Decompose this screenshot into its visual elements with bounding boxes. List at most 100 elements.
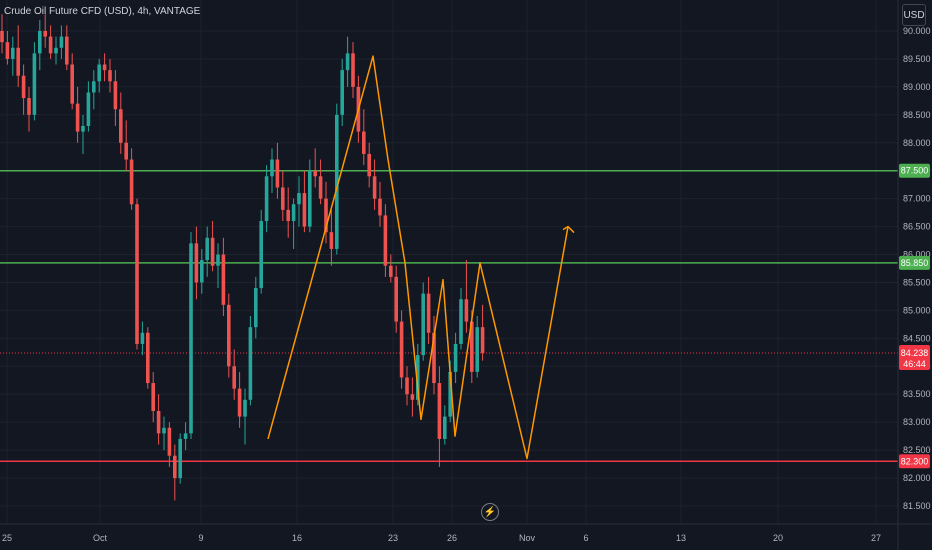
price-tick-label: 88.000: [903, 138, 931, 148]
candle-body: [70, 64, 74, 104]
candle-body: [416, 355, 420, 400]
zigzag-path: [267, 55, 569, 460]
candle-body: [248, 327, 253, 400]
candle-body: [32, 53, 37, 115]
candle-body: [221, 254, 226, 305]
candle-body: [324, 198, 328, 233]
time-tick-label: 27: [871, 533, 881, 543]
candle-body: [38, 31, 42, 54]
candle-body: [124, 142, 128, 160]
candle-body: [340, 70, 344, 115]
candle-body: [291, 204, 296, 221]
time-tick-label: 9: [198, 533, 203, 543]
lightning-icon[interactable]: ⚡: [481, 503, 499, 521]
price-tick-label: 83.000: [903, 417, 931, 427]
candle-body: [97, 64, 101, 82]
price-tick-label: 90.000: [903, 26, 931, 36]
candle-body: [480, 327, 485, 353]
candle-body: [173, 455, 177, 479]
candle-body: [86, 92, 91, 126]
candle-body: [205, 237, 209, 261]
chart-grid: [0, 0, 898, 524]
candle-body: [178, 438, 182, 479]
price-tick-label: 86.000: [903, 250, 931, 260]
price-tick-label: 82.500: [903, 445, 931, 455]
time-tick-label: 13: [676, 533, 686, 543]
candle-body: [410, 394, 415, 400]
candle-body: [92, 81, 96, 93]
candle-body: [345, 53, 350, 71]
candle-body: [275, 159, 280, 188]
level-badge: [899, 163, 930, 178]
candle-body: [329, 232, 334, 249]
price-tick-label: 89.000: [903, 82, 931, 92]
candle-body: [129, 159, 134, 205]
candle-body: [21, 75, 26, 99]
time-axis[interactable]: 25 Oct 9 16 23 26 Nov 6 13 20 27: [0, 523, 932, 543]
candle-body: [372, 176, 377, 199]
candle-body: [135, 204, 139, 344]
candle-body: [216, 254, 220, 266]
time-tick-label: 20: [773, 533, 783, 543]
time-tick-label: Oct: [93, 533, 108, 543]
candle-body: [140, 332, 145, 344]
projection-path[interactable]: [267, 55, 575, 460]
candle-body: [389, 265, 393, 277]
price-tick-label: 83.500: [903, 389, 931, 399]
candle-body: [270, 159, 274, 177]
time-tick-label: 26: [447, 533, 457, 543]
level-badge-label: 85.850: [901, 258, 929, 268]
candle-body: [5, 42, 10, 59]
level-badge-label: 82.300: [901, 456, 929, 466]
candle-body: [200, 260, 204, 283]
price-tick-label: 84.500: [903, 333, 931, 343]
price-tick-label: 81.500: [903, 501, 931, 511]
candle-body: [27, 98, 31, 115]
candle-body: [183, 433, 188, 439]
time-tick-label: 25: [2, 533, 12, 543]
candle-body: [48, 36, 53, 54]
candle-body: [367, 153, 371, 177]
candle-body: [313, 170, 317, 177]
level-badge-label: 87.500: [901, 166, 929, 176]
candle-body: [351, 53, 355, 87]
price-tick-label: 82.000: [903, 473, 931, 483]
candle-body: [151, 383, 155, 411]
candle-body: [146, 332, 150, 384]
candle-body: [335, 114, 339, 249]
candle-body: [475, 327, 479, 372]
candle-body: [0, 31, 4, 43]
candle-body: [259, 221, 263, 289]
time-tick-label: 23: [388, 533, 398, 543]
candle-body: [167, 427, 172, 456]
countdown-label: 46:44: [903, 359, 926, 369]
candle-body: [54, 47, 58, 54]
candle-body: [16, 47, 20, 76]
current-price-badge: [899, 344, 930, 370]
candle-body: [162, 427, 166, 434]
candle-body: [254, 288, 258, 328]
time-tick-label: 6: [583, 533, 588, 543]
candle-body: [156, 411, 161, 434]
candle-body: [281, 187, 285, 210]
candle-body: [383, 215, 388, 266]
candle-body: [119, 109, 123, 143]
candle-body: [464, 299, 469, 322]
candle-body: [405, 377, 409, 395]
candle-body: [378, 198, 382, 216]
current-price-label: 84.238: [901, 348, 929, 358]
time-tick-label: 16: [292, 533, 302, 543]
candle-body: [108, 70, 112, 82]
candle-body: [264, 176, 269, 221]
candle-body: [286, 209, 290, 221]
candle-body: [43, 31, 47, 37]
currency-button[interactable]: USD: [902, 4, 926, 26]
price-tick-label: 87.000: [903, 194, 931, 204]
candle-body: [318, 176, 323, 199]
candle-body: [65, 36, 69, 65]
time-tick-label: Nov: [519, 533, 536, 543]
horizontal-lines: [0, 169, 898, 463]
candle-body: [421, 293, 425, 356]
